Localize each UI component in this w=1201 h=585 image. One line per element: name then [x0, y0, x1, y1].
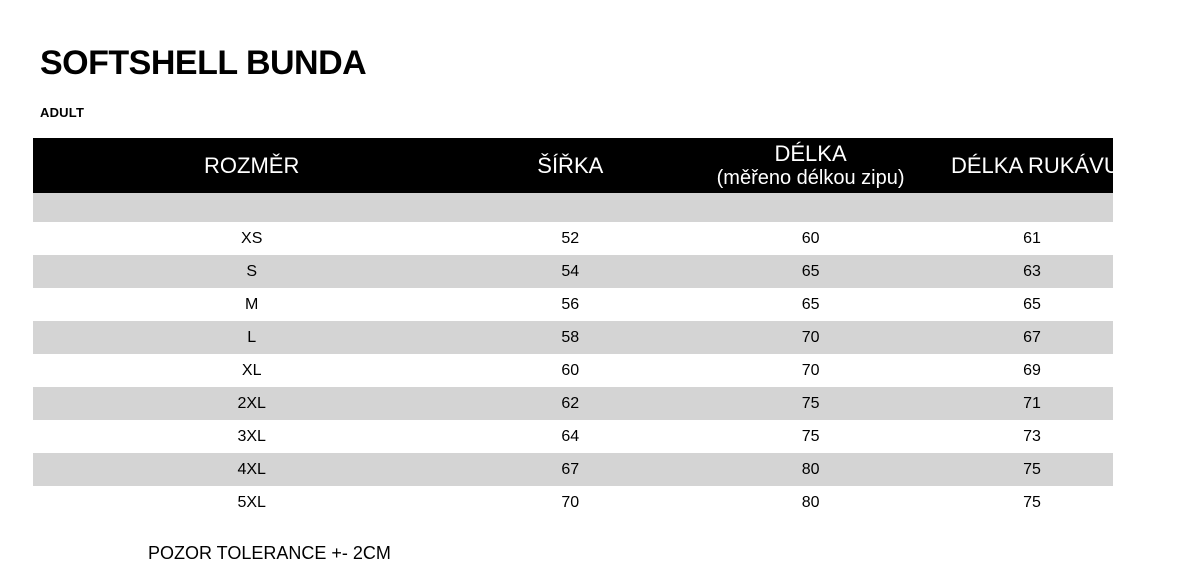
- delka-cell: 80: [670, 486, 951, 519]
- table-row: 2XL 62 75 71: [33, 387, 1113, 420]
- table-row: 3XL 64 75 73: [33, 420, 1113, 453]
- header-delka-line2: (měřeno délkou zipu): [716, 166, 905, 189]
- size-cell: 4XL: [33, 453, 471, 486]
- table-row: 4XL 67 80 75: [33, 453, 1113, 486]
- sirka-cell: 64: [470, 420, 671, 453]
- rukav-cell: 75: [950, 453, 1113, 486]
- delka-cell: 65: [670, 255, 951, 288]
- header-cell-rozmer: ROZMĚR: [33, 138, 471, 193]
- header-cell-delka-rukavu: DÉLKA RUKÁVU: [950, 138, 1120, 193]
- size-cell: 2XL: [33, 387, 471, 420]
- delka-cell: 75: [670, 420, 951, 453]
- header-delka-line1: DÉLKA: [774, 141, 847, 167]
- size-table-body: XS 52 60 61 S 54 65 63 M 56 65 65 L 58 7…: [33, 193, 1113, 519]
- rukav-cell: 61: [950, 222, 1113, 255]
- delka-cell: 65: [670, 288, 951, 321]
- rukav-cell: 75: [950, 486, 1113, 519]
- size-table: ROZMĚR ŠÍŘKA DÉLKA (měřeno délkou zipu) …: [33, 138, 1120, 519]
- table-row: XS 52 60 61: [33, 222, 1113, 255]
- rukav-cell: 63: [950, 255, 1113, 288]
- sirka-cell: 56: [470, 288, 671, 321]
- sirka-cell: 58: [470, 321, 671, 354]
- delka-cell: 75: [670, 387, 951, 420]
- table-row: XL 60 70 69: [33, 354, 1113, 387]
- size-cell: S: [33, 255, 471, 288]
- size-cell: 3XL: [33, 420, 471, 453]
- table-row: L 58 70 67: [33, 321, 1113, 354]
- header-row: ROZMĚR ŠÍŘKA DÉLKA (měřeno délkou zipu) …: [33, 138, 1120, 193]
- size-cell: XS: [33, 222, 471, 255]
- delka-cell: 70: [670, 321, 951, 354]
- sirka-cell: 54: [470, 255, 671, 288]
- rukav-cell: 69: [950, 354, 1113, 387]
- sirka-cell: 67: [470, 453, 671, 486]
- tolerance-footnote: POZOR TOLERANCE +- 2CM: [148, 543, 391, 563]
- size-cell: XL: [33, 354, 471, 387]
- size-cell: L: [33, 321, 471, 354]
- header-cell-sirka: ŠÍŘKA: [470, 138, 671, 193]
- sirka-cell: 60: [470, 354, 671, 387]
- delka-cell: 60: [670, 222, 951, 255]
- delka-cell: 80: [670, 453, 951, 486]
- rukav-cell: 65: [950, 288, 1113, 321]
- table-row: M 56 65 65: [33, 288, 1113, 321]
- sirka-cell: 52: [470, 222, 671, 255]
- size-table-header: ROZMĚR ŠÍŘKA DÉLKA (měřeno délkou zipu) …: [33, 138, 1120, 193]
- size-cell: 5XL: [33, 486, 471, 519]
- rukav-cell: 73: [950, 420, 1113, 453]
- subtitle-adult: ADULT: [40, 105, 85, 120]
- table-row: 5XL 70 80 75: [33, 486, 1113, 519]
- spacer-row: [33, 193, 1113, 222]
- sirka-cell: 70: [470, 486, 671, 519]
- delka-cell: 70: [670, 354, 951, 387]
- page-title: SOFTSHELL BUNDA: [40, 44, 367, 82]
- sirka-cell: 62: [470, 387, 671, 420]
- rukav-cell: 67: [950, 321, 1113, 354]
- table-row: S 54 65 63: [33, 255, 1113, 288]
- header-cell-delka: DÉLKA (měřeno délkou zipu): [670, 138, 951, 193]
- size-cell: M: [33, 288, 471, 321]
- rukav-cell: 71: [950, 387, 1113, 420]
